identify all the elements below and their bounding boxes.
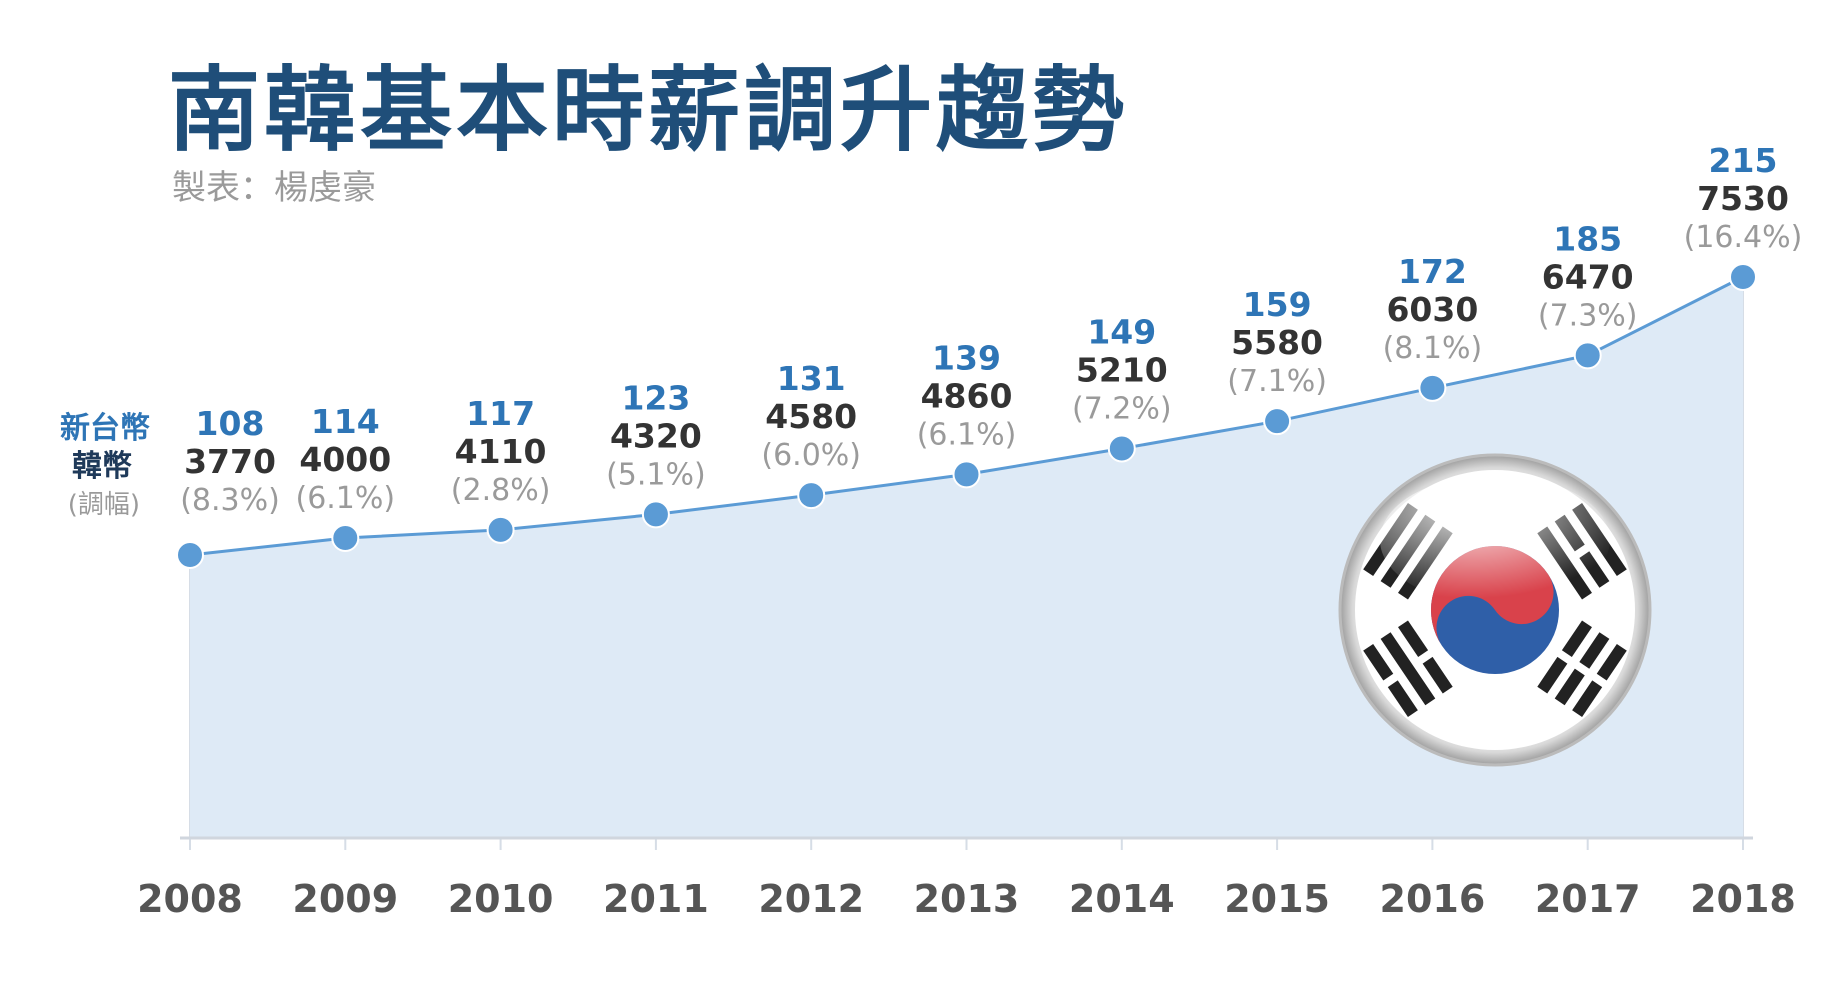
chart-credit: 製表：楊虔豪 [172, 168, 376, 208]
data-label-pct: (7.3%) [1538, 298, 1638, 333]
trigram-bottom-right [1537, 620, 1627, 717]
data-point [486, 515, 515, 544]
x-tick-label: 2009 [292, 877, 398, 921]
x-tick-label: 2017 [1535, 877, 1641, 921]
legend-twd: 新台幣 [60, 411, 150, 446]
data-label-krw: 5580 [1231, 323, 1323, 362]
data-label-pct: (7.1%) [1227, 364, 1327, 399]
data-label-twd: 117 [466, 394, 535, 433]
data-label-pct: (6.1%) [295, 481, 395, 516]
data-point [952, 460, 981, 489]
data-point [331, 523, 360, 552]
data-label-twd: 172 [1398, 252, 1467, 291]
x-tick-label: 2008 [137, 877, 243, 921]
data-label-krw: 4860 [921, 376, 1013, 415]
chart-title: 南韓基本時薪調升趨勢 [168, 56, 1129, 164]
data-label-krw: 4000 [299, 440, 391, 479]
data-label-krw: 6030 [1386, 290, 1478, 329]
data-label-pct: (6.1%) [917, 417, 1017, 452]
data-label-krw: 5210 [1076, 351, 1168, 390]
data-label-twd: 114 [311, 402, 380, 441]
data-point [1107, 434, 1136, 463]
legend-krw: 韓幣 [72, 449, 132, 484]
data-label-twd: 149 [1087, 313, 1156, 352]
data-label-pct: (6.0%) [761, 438, 861, 473]
area-fill [190, 277, 1743, 838]
chart-marks: 20081083770(8.3%)20091144000(6.1%)201011… [137, 141, 1802, 921]
south-korea-flag-icon [1338, 453, 1652, 767]
x-tick-label: 2010 [448, 877, 554, 921]
data-label-krw: 4320 [610, 416, 702, 455]
data-label-twd: 139 [932, 338, 1001, 377]
x-tick-label: 2014 [1069, 877, 1175, 921]
data-label-pct: (2.8%) [451, 473, 551, 508]
data-label-twd: 215 [1709, 141, 1778, 180]
data-label-krw: 7530 [1697, 179, 1789, 218]
data-label-twd: 108 [196, 404, 265, 443]
data-label-krw: 4110 [455, 432, 547, 471]
legend-pct: (調幅) [68, 490, 140, 520]
data-point [176, 541, 204, 569]
data-point [1418, 373, 1447, 402]
data-label-twd: 159 [1243, 285, 1312, 324]
data-label-krw: 3770 [184, 442, 276, 481]
x-tick-label: 2013 [914, 877, 1020, 921]
trigram-bottom-left [1363, 620, 1453, 717]
x-tick-label: 2018 [1690, 877, 1796, 921]
data-label-pct: (16.4%) [1684, 220, 1803, 255]
x-tick-label: 2012 [758, 877, 864, 921]
x-tick-label: 2016 [1380, 877, 1486, 921]
data-point [1263, 407, 1292, 436]
data-point [641, 500, 670, 529]
data-label-twd: 131 [777, 359, 846, 398]
data-label-pct: (8.3%) [180, 483, 280, 518]
legend: 新台幣 韓幣 (調幅) [60, 411, 150, 520]
data-point [797, 481, 826, 510]
x-tick-label: 2011 [603, 877, 709, 921]
plot-area [180, 275, 1753, 850]
data-label-twd: 185 [1553, 219, 1622, 258]
data-point [1573, 341, 1602, 370]
data-label-krw: 6470 [1542, 257, 1634, 296]
x-tick-label: 2015 [1224, 877, 1330, 921]
data-label-pct: (5.1%) [606, 457, 706, 492]
data-label-pct: (8.1%) [1383, 331, 1483, 366]
data-label-pct: (7.2%) [1072, 392, 1172, 427]
data-label-twd: 123 [621, 378, 690, 417]
data-label-krw: 4580 [765, 397, 857, 436]
data-point [1729, 263, 1757, 291]
